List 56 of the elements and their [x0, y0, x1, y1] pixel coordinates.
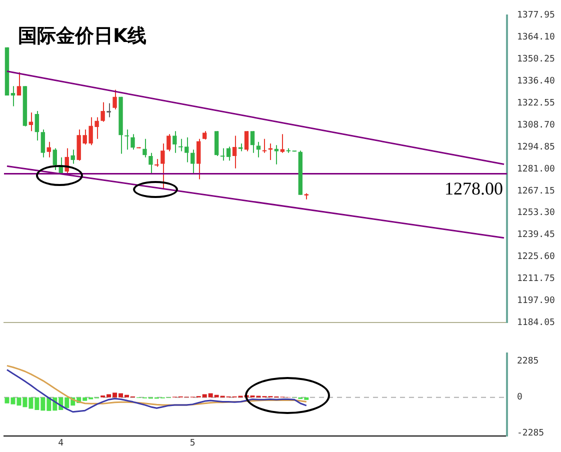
- y-tick-label: 1197.90: [517, 296, 555, 306]
- candlestick: [10, 86, 16, 107]
- candlestick: [16, 72, 22, 96]
- x-tick-label: 5: [190, 438, 196, 449]
- candlestick: [34, 110, 40, 141]
- candlestick: [178, 138, 183, 152]
- candlestick: [100, 102, 105, 122]
- candlestick: [268, 142, 273, 160]
- y-tick-label: 1377.95: [517, 10, 555, 21]
- candlestick: [28, 112, 34, 132]
- candlestick: [244, 130, 249, 152]
- y-tick-label: -2285: [517, 428, 544, 439]
- y-tick-label: 1336.40: [517, 76, 555, 87]
- candlestick: [184, 136, 189, 163]
- candlestick: [220, 148, 225, 162]
- y-tick-label: 1294.85: [517, 142, 555, 152]
- y-tick-label: 1211.75: [517, 274, 555, 284]
- candlestick: [214, 130, 219, 157]
- candlestick: [172, 130, 177, 154]
- candlestick: [190, 149, 195, 174]
- candlestick: [46, 141, 52, 158]
- candlestick: [124, 129, 129, 150]
- y-tick-label: 1308.70: [517, 120, 555, 130]
- candlestick: [70, 149, 75, 164]
- candlestick: [226, 146, 231, 162]
- candlestick: [250, 130, 255, 154]
- candlestick: [160, 142, 165, 189]
- text: 国际金价日K线: [18, 24, 147, 47]
- candlestick: [262, 138, 267, 154]
- candlestick: [112, 89, 117, 110]
- candlestick: [280, 134, 285, 154]
- y-tick-label: 1322.55: [517, 98, 555, 109]
- y-tick-label: 2285: [517, 356, 539, 367]
- y-tick-label: 1239.45: [517, 230, 555, 240]
- candlestick: [40, 129, 46, 158]
- y-tick-label: 1281.00: [517, 164, 555, 174]
- candlestick: [274, 144, 279, 165]
- candlestick: [130, 134, 135, 150]
- ref-line-label: 1278.00: [444, 178, 503, 198]
- candlestick: [154, 158, 159, 168]
- y-tick-label: 1225.60: [517, 252, 555, 262]
- candlestick: [196, 138, 201, 180]
- y-tick-label: 1364.10: [517, 32, 555, 43]
- candlestick: [52, 148, 57, 170]
- candlestick: [256, 141, 261, 158]
- x-tick-label: 4: [58, 438, 64, 449]
- y-tick-label: 1350.25: [517, 54, 555, 65]
- candlestick: [106, 102, 111, 118]
- y-tick-label: 1267.15: [517, 186, 555, 196]
- candlestick: [166, 134, 171, 152]
- candlestick: [148, 152, 153, 174]
- y-tick-label: 1184.05: [517, 318, 555, 328]
- candlestick: [142, 138, 147, 158]
- candlestick: [232, 135, 237, 169]
- y-tick-label: 1253.30: [517, 208, 555, 218]
- y-tick-label: 0: [517, 392, 522, 403]
